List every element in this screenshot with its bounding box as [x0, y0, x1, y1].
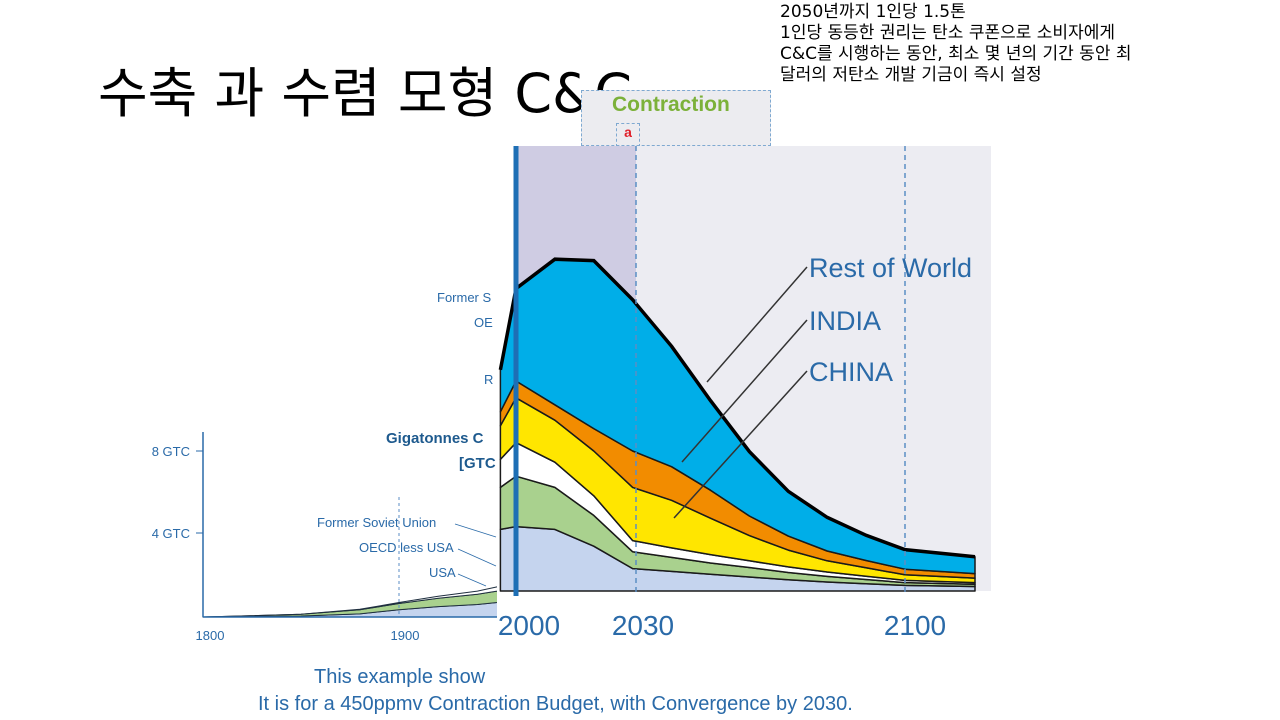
contraction-convergence-chart: 2000 2030 2100 Rest of World INDIA CHINA	[498, 146, 991, 641]
notes-line: C&C를 시행하는 동안, 최소 몇 년의 기간 동안 최	[780, 44, 1132, 64]
partial-label: R	[484, 372, 493, 387]
y-tick-label: 8 GTC	[152, 444, 190, 459]
caption-line-1: This example show	[314, 666, 486, 688]
speaker-notes: 2050년까지 1인당 1.5톤 1인당 동등한 권리는 탄소 쿠폰으로 소비자…	[780, 2, 1280, 86]
notes-line: 1인당 동등한 권리는 탄소 쿠폰으로 소비자에게	[780, 23, 1115, 43]
leader-line	[706, 266, 808, 383]
x-tick-label: 1900	[391, 628, 420, 643]
projection-inset: 2000 2030 2100 Rest of World INDIA CHINA	[497, 146, 991, 646]
tab-marker: a	[616, 123, 640, 147]
leader-line	[457, 573, 487, 587]
x-tick-label: 1800	[196, 628, 225, 643]
projection-area-series	[498, 257, 976, 592]
series-label-former-soviet-union: Former Soviet Union	[317, 515, 436, 530]
series-label-oecd-less-usa: OECD less USA	[359, 540, 454, 555]
chart-subtitle: [GTC	[459, 455, 496, 472]
x-tick-label: 2000	[498, 610, 560, 641]
partial-label: OE	[474, 315, 493, 330]
x-tick-label: 2030	[612, 610, 674, 641]
series-label-india: INDIA	[809, 306, 881, 336]
slide-title: 수축 과 수렴 모형 C&C	[98, 62, 632, 125]
contraction-tab: Contraction a	[581, 90, 771, 147]
caption-line-2: It is for a 450ppmv Contraction Budget, …	[258, 693, 853, 715]
notes-line: 달러의 저탄소 개발 기금이 즉시 설정	[780, 65, 1042, 85]
notes-line: 2050년까지 1인당 1.5톤	[780, 2, 966, 22]
leader-line	[457, 548, 497, 567]
y-tick-label: 4 GTC	[152, 526, 190, 541]
chart-title: Gigatonnes C	[386, 430, 484, 447]
series-label-rest-of-world: Rest of World	[809, 253, 972, 283]
contraction-tab-label: Contraction	[612, 93, 730, 116]
series-label-usa: USA	[429, 565, 456, 580]
historical-area-series	[202, 564, 547, 618]
leader-line	[673, 370, 808, 519]
partial-label: Former S	[437, 290, 492, 305]
leader-line	[681, 319, 808, 463]
total-emissions-envelope	[498, 257, 976, 559]
leader-line	[454, 523, 497, 538]
series-label-china: CHINA	[809, 357, 893, 387]
x-tick-label: 2100	[884, 610, 946, 641]
